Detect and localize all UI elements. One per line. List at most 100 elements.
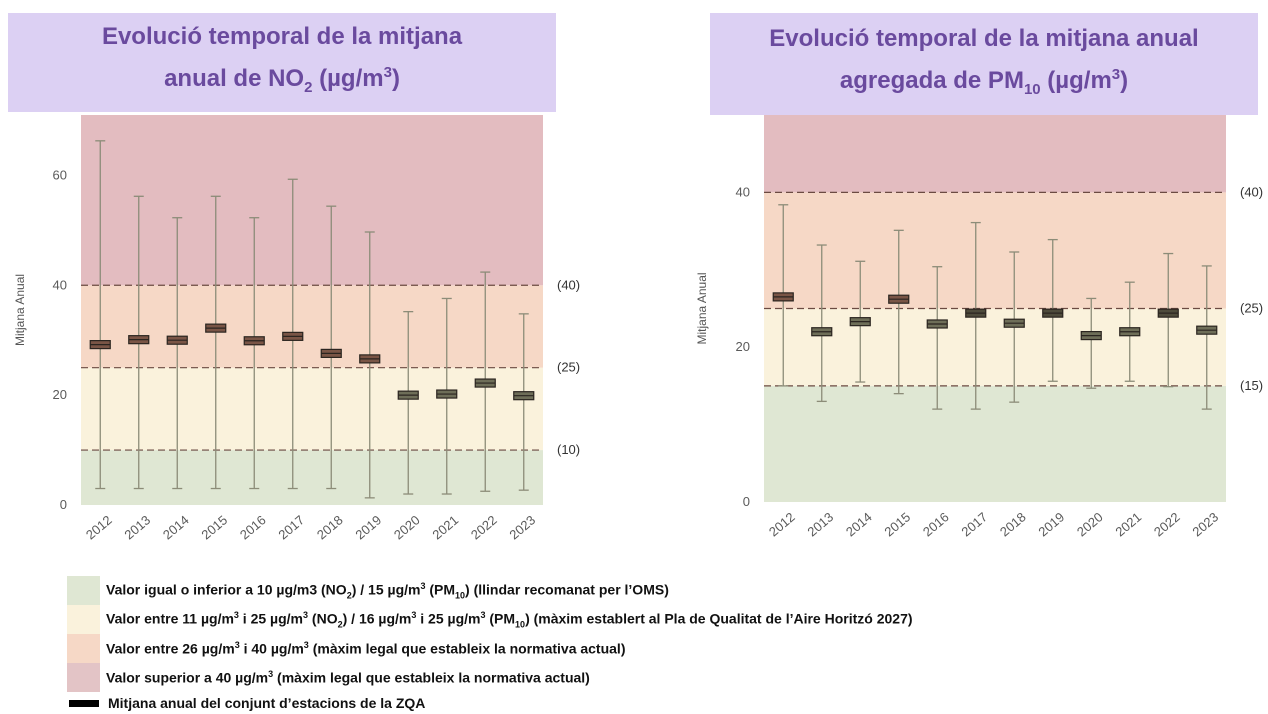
legend-sup: 3: [303, 640, 309, 651]
legend-label: Valor superior a 40 µg/m3 (màxim legal q…: [106, 669, 590, 686]
band-green: [764, 385, 1226, 502]
legend-item-red: Valor superior a 40 µg/m3 (màxim legal q…: [67, 663, 913, 692]
title-text: ): [391, 65, 400, 93]
band-red: [764, 115, 1226, 193]
title-text: (µg/m: [312, 65, 384, 93]
band-green: [81, 450, 543, 505]
title-text: (µg/m: [1040, 66, 1112, 94]
legend-text: i 40 µg/m: [239, 640, 304, 657]
title-superscript: 3: [383, 64, 392, 82]
band-orange: [764, 192, 1226, 309]
x-tick-label: 2017: [958, 509, 990, 539]
x-tick-label: 2022: [468, 512, 500, 542]
y-tick-label: 0: [743, 494, 750, 509]
legend-text: Valor entre 26 µg/m: [106, 640, 235, 657]
legend-mean-marker: [69, 699, 99, 707]
band-yellow: [764, 308, 1226, 386]
legend: Valor igual o inferior a 10 µg/m3 (NO2) …: [67, 576, 913, 714]
legend-label: Valor entre 11 µg/m3 i 25 µg/m3 (NO2) / …: [106, 610, 913, 629]
legend-swatch-green: [67, 576, 100, 605]
legend-sub: 2: [337, 619, 343, 630]
y-axis-title: Mitjana Anual: [13, 274, 27, 346]
x-tick-label: 2013: [121, 512, 153, 542]
legend-item-green: Valor igual o inferior a 10 µg/m3 (NO2) …: [67, 576, 913, 605]
title-line-1: Evolució temporal de la mitjana: [101, 23, 463, 51]
title-line-2: anual de NO2 (µg/m3): [8, 55, 556, 106]
title-subscript: 2: [304, 78, 313, 96]
legend-sup: 3: [233, 609, 239, 620]
no2-chart: (40) (25) (10) 0 20 40 60 Mitjana Anual 2012 2013…: [13, 115, 580, 542]
title-text: agregada de PM: [839, 66, 1024, 94]
y-tick-label: 40: [736, 184, 750, 199]
legend-text: (màxim legal que estableix la normativa …: [308, 640, 626, 657]
legend-swatch-yellow: [67, 605, 100, 634]
legend-text: i 25 µg/m: [416, 610, 481, 627]
x-tick-label: 2023: [1189, 509, 1221, 539]
x-tick-label: 2021: [1112, 509, 1144, 539]
chart-title-no2: Evolució temporal de la mitjana anual de…: [8, 13, 556, 112]
legend-item-yellow: Valor entre 11 µg/m3 i 25 µg/m3 (NO2) / …: [67, 605, 913, 634]
title-text: anual de NO: [164, 65, 305, 93]
legend-sub: 10: [515, 619, 526, 630]
y-tick-label: 20: [53, 387, 67, 402]
legend-text: (PM: [485, 610, 516, 627]
chart-title-pm10: Evolució temporal de la mitjana anual ag…: [710, 13, 1258, 115]
legend-sub: 10: [455, 590, 466, 601]
legend-text: ) (màxim establert al Pla de Qualitat de…: [525, 610, 913, 627]
legend-text: Valor superior a 40 µg/m: [106, 669, 269, 686]
legend-sup: 3: [411, 609, 417, 620]
x-tick-label: 2022: [1151, 509, 1183, 539]
x-tick-label: 2014: [160, 512, 192, 542]
x-tick-label: 2012: [83, 512, 115, 542]
legend-sup: 3: [234, 640, 240, 651]
legend-text: i 25 µg/m: [238, 610, 304, 627]
x-tick-label: 2019: [1035, 509, 1067, 539]
y-tick-label: 40: [53, 277, 67, 292]
legend-swatch-orange: [67, 634, 100, 663]
legend-sub: 2: [346, 590, 352, 601]
legend-sup: 3: [420, 580, 426, 591]
title-text: ): [1120, 66, 1129, 94]
threshold-label: (15): [1240, 378, 1263, 393]
x-tick-label: 2020: [1074, 509, 1106, 539]
legend-text: ) / 15 µg/m: [351, 581, 421, 598]
threshold-label: (10): [557, 442, 580, 457]
legend-sup: 3: [480, 609, 486, 620]
x-tick-label: 2014: [843, 509, 875, 539]
x-tick-label: 2021: [429, 512, 461, 542]
x-tick-label: 2013: [804, 509, 836, 539]
legend-item-mean: Mitjana anual del conjunt d’estacions de…: [67, 692, 913, 714]
title-line-2: agregada de PM10 (µg/m3): [710, 57, 1258, 108]
y-tick-label: 20: [736, 339, 750, 354]
legend-text: (màxim legal que estableix la normativa …: [273, 669, 590, 686]
x-tick-label: 2016: [920, 509, 952, 539]
x-tick-label: 2015: [198, 512, 230, 542]
legend-text: ) (llindar recomanat per l’OMS): [465, 581, 669, 598]
x-tick-label: 2016: [237, 512, 269, 542]
x-tick-label: 2019: [352, 512, 384, 542]
legend-item-orange: Valor entre 26 µg/m3 i 40 µg/m3 (màxim l…: [67, 634, 913, 663]
threshold-label: (40): [1240, 184, 1263, 199]
x-tick-label: 2018: [314, 512, 346, 542]
legend-text: (PM: [425, 581, 456, 598]
x-tick-label: 2023: [506, 512, 538, 542]
legend-sup: 3: [268, 669, 274, 680]
title-superscript: 3: [1111, 65, 1121, 83]
band-orange: [81, 285, 543, 368]
y-tick-label: 0: [60, 497, 67, 512]
legend-text: (NO: [308, 610, 338, 627]
y-axis-title: Mitjana Anual: [695, 272, 709, 344]
x-tick-label: 2018: [997, 509, 1029, 539]
title-line-1: Evolució temporal de la mitjana anual: [769, 24, 1199, 52]
legend-label: Mitjana anual del conjunt d’estacions de…: [108, 695, 426, 711]
legend-text: Valor entre 11 µg/m: [106, 610, 234, 627]
band-yellow: [81, 367, 543, 451]
threshold-label: (40): [557, 277, 580, 292]
legend-label: Valor entre 26 µg/m3 i 40 µg/m3 (màxim l…: [106, 640, 626, 657]
threshold-label: (25): [1240, 301, 1263, 316]
legend-label: Valor igual o inferior a 10 µg/m3 (NO2) …: [106, 581, 669, 600]
legend-text: ) / 16 µg/m: [342, 610, 412, 627]
threshold-label: (25): [557, 360, 580, 375]
legend-text: Valor igual o inferior a 10 µg/m3 (NO: [106, 581, 347, 598]
